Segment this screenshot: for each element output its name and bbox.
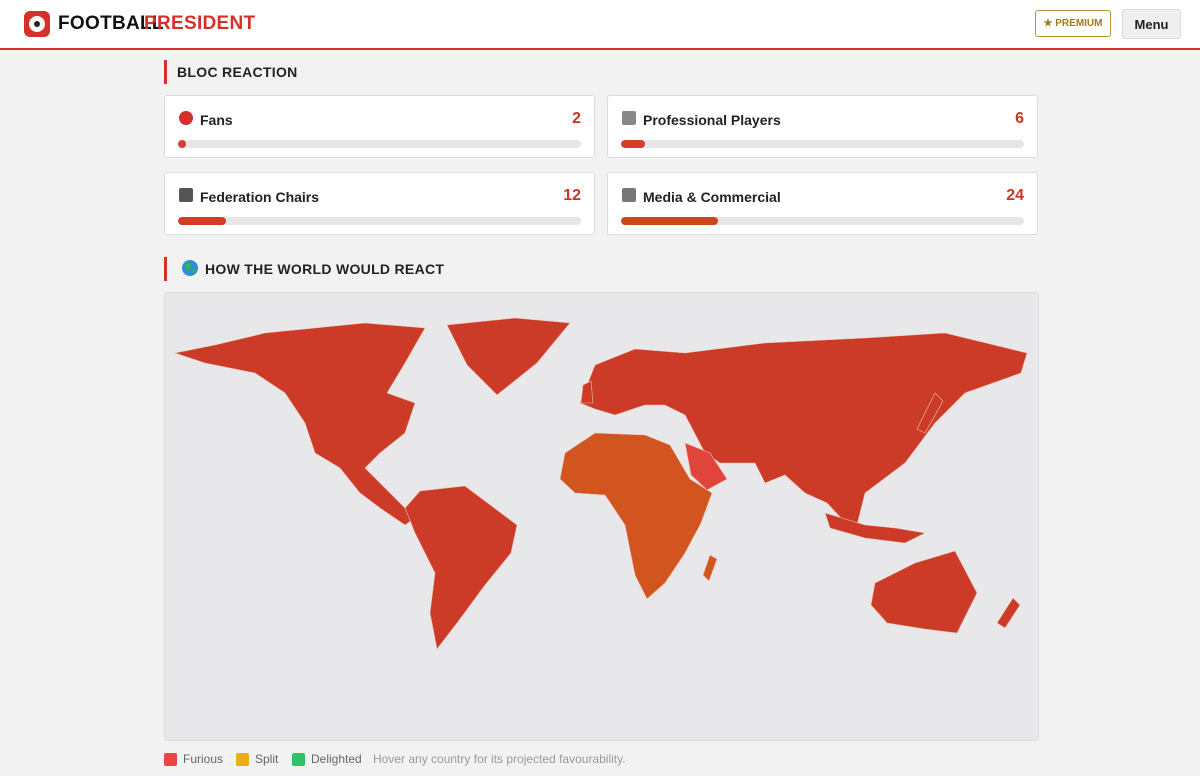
bloc-track: [178, 217, 581, 225]
section-title-text: HOW THE WORLD WOULD REACT: [205, 261, 445, 277]
legend-item: Delighted: [292, 752, 362, 766]
bloc-bar: [178, 140, 187, 148]
legend-swatch: [236, 752, 249, 766]
south-america: [404, 485, 518, 650]
legend-label: Delighted: [311, 752, 362, 766]
section-title: HOW THE WORLD WOULD REACT: [164, 257, 444, 281]
bloc-card: Media & Commercial 24: [607, 172, 1038, 235]
uk: [580, 380, 594, 404]
legend-item: Furious: [164, 752, 223, 766]
bloc-icon: [179, 111, 193, 125]
bloc-card: Fans 2: [164, 95, 595, 158]
bloc-icon: [179, 188, 193, 202]
bloc-bar: [178, 217, 227, 225]
bloc-bar: [621, 140, 646, 148]
bloc-icon: [622, 188, 636, 202]
greenland: [446, 317, 571, 396]
brand-second: PRESIDENT: [144, 13, 256, 34]
australia: [870, 550, 978, 634]
bloc-track: [621, 140, 1024, 148]
japan: [916, 392, 944, 434]
indonesia: [824, 512, 926, 544]
bloc-track: [178, 140, 581, 148]
new-zealand: [996, 597, 1021, 629]
map-hint: Hover any country for its projected favo…: [373, 752, 626, 766]
bloc-value: 12: [563, 187, 581, 204]
section-title: BLOC REACTION: [164, 60, 298, 84]
bloc-value: 24: [1006, 187, 1024, 204]
bloc-track: [621, 217, 1024, 225]
legend-swatch: [292, 752, 305, 766]
brand-first: FOOTBALL: [58, 13, 164, 34]
north-america: [173, 322, 426, 526]
bloc-value: 6: [1015, 110, 1024, 127]
arabia: [684, 442, 728, 491]
bloc-value: 2: [572, 110, 581, 127]
africa: [559, 432, 713, 600]
bloc-icon: [622, 111, 636, 125]
logo: [24, 11, 50, 37]
bloc-card: Professional Players 6: [607, 95, 1038, 158]
bloc-bar: [621, 217, 718, 225]
bloc-name: Federation Chairs: [200, 189, 320, 205]
madagascar: [702, 554, 718, 582]
bloc-name: Media & Commercial: [643, 189, 781, 205]
bloc-name: Fans: [200, 112, 233, 128]
menu-button[interactable]: Menu: [1122, 9, 1181, 39]
legend-item: Split: [236, 752, 278, 766]
legend-label: Split: [255, 752, 279, 766]
premium-button[interactable]: ★ PREMIUM: [1035, 10, 1111, 37]
header: FOOTBALL PRESIDENT ★ PREMIUM Menu: [0, 0, 1200, 50]
legend-swatch: [164, 752, 177, 766]
globe-icon: [182, 260, 198, 276]
world-map: [164, 292, 1039, 741]
bloc-name: Professional Players: [643, 112, 781, 128]
map-svg: [173, 317, 1028, 650]
legend-label: Furious: [183, 752, 224, 766]
bloc-card: Federation Chairs 12: [164, 172, 595, 235]
